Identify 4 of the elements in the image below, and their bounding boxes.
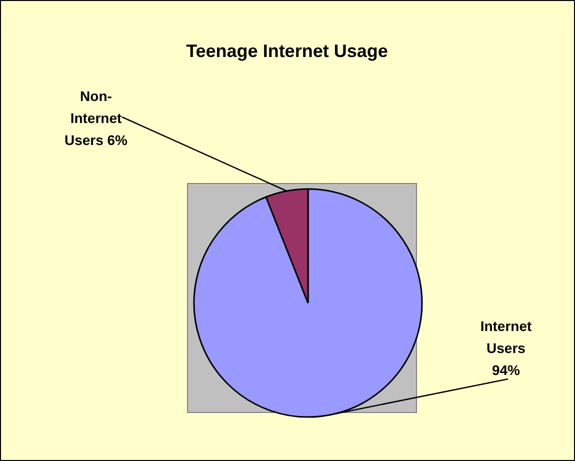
slice-label: Internet Users [480,318,532,356]
chart-title: Teenage Internet Usage [185,41,389,62]
data-label: 94% [492,362,521,378]
slice-label: Non-Internet Users 6% [64,88,128,148]
